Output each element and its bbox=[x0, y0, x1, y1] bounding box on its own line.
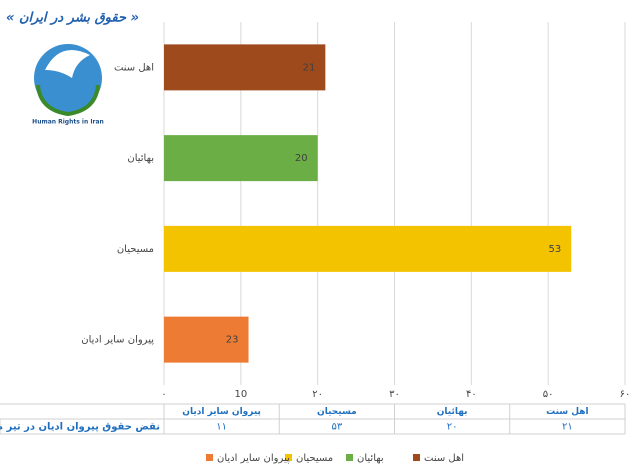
x-tick-label: 10 bbox=[234, 389, 247, 400]
table-header: اهل سنت bbox=[546, 407, 589, 417]
bar-label: 21 bbox=[303, 62, 316, 73]
legend-swatch bbox=[413, 454, 420, 461]
bar bbox=[164, 225, 572, 272]
bar bbox=[164, 135, 318, 182]
x-tick-label: ۶۰ bbox=[620, 389, 631, 400]
category-label: مسیحیان bbox=[117, 244, 154, 255]
table-row-label: نقض حقوق پیروان ادیان در تیر ماه 1399 bbox=[0, 422, 160, 433]
category-label: اهل سنت bbox=[114, 62, 154, 73]
bar bbox=[164, 316, 249, 363]
x-tick-label: ۵۰ bbox=[543, 389, 554, 400]
legend-label: اهل سنت bbox=[424, 453, 464, 464]
table-value: ۲۱ bbox=[562, 422, 573, 433]
x-tick-label: ۴۰ bbox=[466, 389, 477, 400]
legend-swatch bbox=[206, 454, 213, 461]
legend-label: پیروان سایر ادیان bbox=[217, 453, 290, 464]
logo-text: Human Rights in Iran bbox=[32, 119, 104, 126]
category-label: پیروان سایر ادیان bbox=[81, 335, 154, 346]
x-tick-label: ۰ bbox=[161, 389, 166, 400]
bar-label: 20 bbox=[295, 153, 308, 164]
legend-swatch bbox=[285, 454, 292, 461]
x-tick-label: ۳۰ bbox=[389, 389, 400, 400]
bar-label: 53 bbox=[548, 244, 561, 255]
table-header: بهائیان bbox=[437, 407, 468, 417]
category-label: بهائیان bbox=[127, 153, 154, 164]
legend-label: بهائیان bbox=[357, 453, 384, 464]
legend-label: مسیحیان bbox=[296, 453, 333, 464]
table-header: مسیحیان bbox=[317, 407, 357, 417]
x-tick-label: ۲۰ bbox=[312, 389, 323, 400]
bar-label: 23 bbox=[226, 335, 239, 346]
legend-swatch bbox=[346, 454, 353, 461]
bar bbox=[164, 44, 326, 91]
table-value: ۲۰ bbox=[447, 422, 458, 433]
table-value: ۱۱ bbox=[216, 422, 227, 433]
table-header: پیروان سایر ادیان bbox=[182, 407, 261, 417]
table-value: ۵۳ bbox=[332, 422, 343, 433]
logo: Human Rights in Iran bbox=[32, 44, 104, 126]
chart-title: « حقوق بشر در ایران » bbox=[6, 11, 139, 26]
